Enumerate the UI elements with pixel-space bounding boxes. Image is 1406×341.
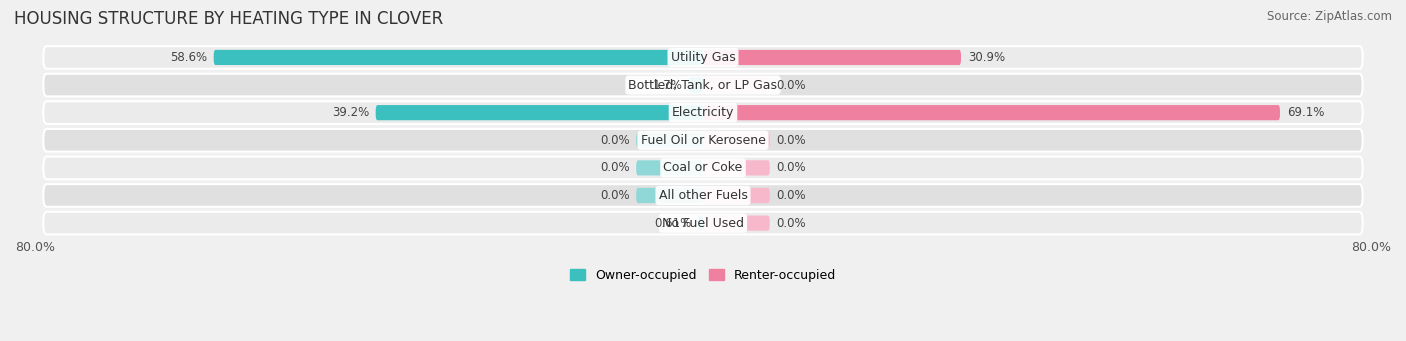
FancyBboxPatch shape — [703, 77, 770, 93]
Text: 0.0%: 0.0% — [776, 189, 806, 202]
FancyBboxPatch shape — [44, 74, 1362, 97]
Text: 0.0%: 0.0% — [600, 134, 630, 147]
FancyBboxPatch shape — [214, 50, 703, 65]
FancyBboxPatch shape — [44, 101, 1362, 124]
FancyBboxPatch shape — [636, 133, 703, 148]
FancyBboxPatch shape — [44, 129, 1362, 152]
FancyBboxPatch shape — [44, 184, 1362, 207]
Text: Coal or Coke: Coal or Coke — [664, 161, 742, 174]
FancyBboxPatch shape — [375, 105, 703, 120]
FancyBboxPatch shape — [703, 160, 770, 176]
Text: 39.2%: 39.2% — [332, 106, 368, 119]
Text: 0.0%: 0.0% — [776, 217, 806, 229]
Text: 0.0%: 0.0% — [600, 161, 630, 174]
Text: Fuel Oil or Kerosene: Fuel Oil or Kerosene — [641, 134, 765, 147]
Text: Utility Gas: Utility Gas — [671, 51, 735, 64]
Text: 30.9%: 30.9% — [967, 51, 1005, 64]
FancyBboxPatch shape — [703, 50, 962, 65]
FancyBboxPatch shape — [697, 216, 703, 231]
FancyBboxPatch shape — [636, 160, 703, 176]
Text: Source: ZipAtlas.com: Source: ZipAtlas.com — [1267, 10, 1392, 23]
FancyBboxPatch shape — [703, 133, 770, 148]
FancyBboxPatch shape — [703, 188, 770, 203]
Text: HOUSING STRUCTURE BY HEATING TYPE IN CLOVER: HOUSING STRUCTURE BY HEATING TYPE IN CLO… — [14, 10, 443, 28]
Legend: Owner-occupied, Renter-occupied: Owner-occupied, Renter-occupied — [565, 264, 841, 287]
Text: 1.7%: 1.7% — [652, 78, 682, 92]
Text: All other Fuels: All other Fuels — [658, 189, 748, 202]
Text: 0.0%: 0.0% — [776, 78, 806, 92]
FancyBboxPatch shape — [44, 157, 1362, 179]
FancyBboxPatch shape — [689, 77, 703, 93]
FancyBboxPatch shape — [703, 105, 1279, 120]
Text: No Fuel Used: No Fuel Used — [662, 217, 744, 229]
Text: Electricity: Electricity — [672, 106, 734, 119]
Text: Bottled, Tank, or LP Gas: Bottled, Tank, or LP Gas — [628, 78, 778, 92]
Text: 0.61%: 0.61% — [654, 217, 692, 229]
Text: 69.1%: 69.1% — [1286, 106, 1324, 119]
FancyBboxPatch shape — [703, 216, 770, 231]
Text: 0.0%: 0.0% — [776, 161, 806, 174]
Text: 0.0%: 0.0% — [776, 134, 806, 147]
FancyBboxPatch shape — [44, 212, 1362, 234]
Text: 0.0%: 0.0% — [600, 189, 630, 202]
FancyBboxPatch shape — [44, 46, 1362, 69]
FancyBboxPatch shape — [636, 188, 703, 203]
Text: 58.6%: 58.6% — [170, 51, 207, 64]
